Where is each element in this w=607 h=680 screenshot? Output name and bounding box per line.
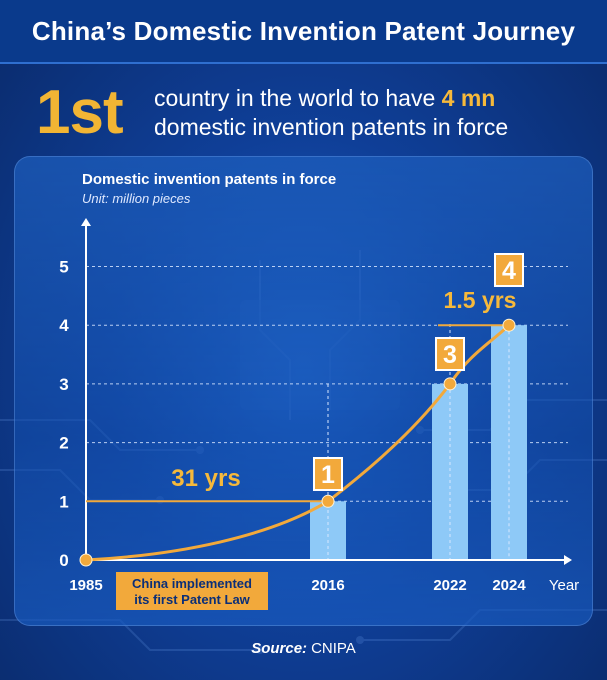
badge-box-2024	[494, 253, 524, 287]
hero-statement: 1st country in the world to have 4 mn do…	[36, 78, 596, 148]
x-tick-label-2022: 2022	[433, 577, 466, 594]
y-tick-label-3: 3	[59, 375, 68, 394]
annotation-31-yrs: 31 yrs	[171, 465, 240, 492]
badge-label-2024: 4	[502, 257, 516, 285]
hero-line-2: domestic invention patents in force	[154, 114, 509, 140]
x-tick-label-2016: 2016	[311, 577, 344, 594]
patent-law-callout-line-2: its first Patent Law	[134, 592, 250, 607]
hero-rank: 1st	[36, 78, 124, 147]
y-tick-label-0: 0	[59, 551, 68, 570]
y-tick-label-1: 1	[59, 492, 68, 511]
hero-line-1: country in the world to have 4 mn	[154, 84, 508, 113]
badge-box-2016	[313, 457, 343, 491]
hero-line-1-prefix: country in the world to have	[154, 85, 442, 112]
source-credit: Source: CNIPA	[0, 640, 607, 657]
hero-highlight: 4 mn	[441, 85, 496, 112]
patent-law-callout-line-1: China implemented	[132, 576, 252, 591]
y-tick-label-5: 5	[59, 258, 68, 277]
annotation-1-5-yrs: 1.5 yrs	[444, 287, 517, 313]
source-label: Source:	[251, 640, 308, 657]
patent-law-callout-box	[116, 572, 268, 610]
x-tick-label-1985: 1985	[69, 577, 102, 594]
x-axis-title: Year	[549, 577, 579, 594]
x-tick-label-2024: 2024	[492, 577, 526, 594]
page-title: China’s Domestic Invention Patent Journe…	[31, 15, 576, 46]
growth-curve	[85, 324, 511, 562]
x-axis-arrow	[564, 555, 572, 565]
bar-2024	[491, 325, 527, 560]
badge-label-2022: 3	[443, 341, 457, 369]
chart-unit: Unit: million pieces	[82, 191, 191, 206]
curve-point-1985	[79, 553, 93, 567]
badge-label-2016: 1	[321, 461, 335, 489]
source-value: CNIPA	[311, 640, 356, 657]
hero-description: country in the world to have 4 mn domest…	[144, 84, 508, 142]
header-bar: China’s Domestic Invention Patent Journe…	[0, 0, 607, 64]
y-tick-label-2: 2	[59, 434, 68, 453]
badge-box-2022	[435, 337, 465, 371]
chart-title: Domestic invention patents in force	[82, 171, 337, 188]
curve-point-2024	[502, 318, 516, 332]
curve-point-2016	[321, 494, 335, 508]
y-tick-label-4: 4	[59, 316, 69, 335]
curve-point-2022	[443, 377, 457, 391]
y-axis-arrow	[81, 218, 91, 226]
